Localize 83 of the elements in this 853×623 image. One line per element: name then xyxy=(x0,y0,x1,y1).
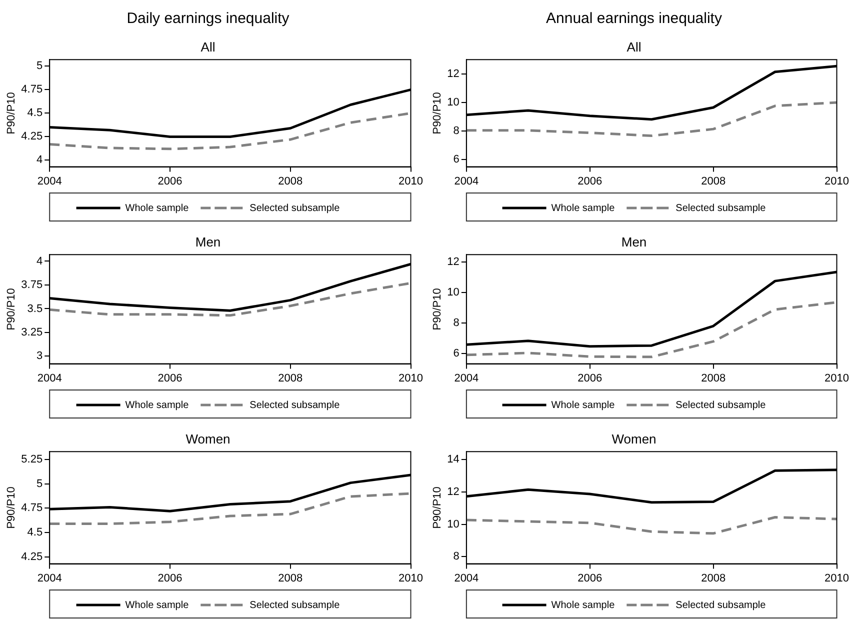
x-tick-label: 2006 xyxy=(578,572,602,584)
legend-label: Selected subsample xyxy=(676,600,766,611)
legend-label: Selected subsample xyxy=(250,202,340,214)
chart-title: Daily earnings inequality xyxy=(126,10,290,28)
chart-subtitle: All xyxy=(626,39,642,54)
x-tick-label: 2006 xyxy=(158,175,182,188)
x-tick-label: 2010 xyxy=(824,372,850,384)
x-tick-label: 2010 xyxy=(398,175,424,188)
line-series xyxy=(466,516,837,535)
y-tick-label: 4.5 xyxy=(27,107,43,120)
line-series xyxy=(466,301,837,358)
y-tick-label: 3 xyxy=(36,350,43,362)
legend-label: Whole sample xyxy=(125,600,190,611)
x-tick-label: 2010 xyxy=(398,572,424,584)
x-tick-label: 2004 xyxy=(454,372,479,384)
x-tick-label: 2008 xyxy=(278,572,303,584)
chart-title: Women xyxy=(612,431,656,446)
x-tick-label: 2004 xyxy=(454,572,479,584)
x-tick-label: 2004 xyxy=(37,572,62,584)
x-tick-label: 2008 xyxy=(278,175,303,188)
legend-label: Whole sample xyxy=(551,202,616,214)
x-tick-label: 2008 xyxy=(701,372,726,384)
y-tick-label: 14 xyxy=(447,454,460,466)
x-tick-label: 2008 xyxy=(278,372,303,384)
y-tick-label: 3.75 xyxy=(21,279,43,292)
y-tick-label: 10 xyxy=(447,96,460,109)
y-axis-title: P90/P10 xyxy=(432,486,444,529)
y-tick-label: 5 xyxy=(36,478,43,490)
y-axis-title: P90/P10 xyxy=(6,288,18,330)
line-series xyxy=(50,492,411,526)
legend-label: Whole sample xyxy=(125,202,190,214)
y-tick-label: 4.25 xyxy=(21,551,43,563)
y-axis-title: P90/P10 xyxy=(6,92,18,134)
legend-label: Selected subsample xyxy=(250,400,340,411)
y-tick-label: 3.25 xyxy=(21,326,43,338)
legend-label: Whole sample xyxy=(551,600,616,611)
x-tick-label: 2004 xyxy=(454,175,479,188)
legend-label: Whole sample xyxy=(551,400,616,411)
y-tick-label: 4 xyxy=(36,255,43,268)
y-tick-label: 8 xyxy=(453,125,460,138)
y-tick-label: 4.75 xyxy=(21,84,43,96)
legend-label: Whole sample xyxy=(125,400,190,411)
y-tick-label: 4.25 xyxy=(21,130,43,143)
chart-title: Men xyxy=(621,234,647,250)
y-tick-label: 6 xyxy=(453,348,460,360)
y-tick-label: 3.5 xyxy=(27,302,43,315)
y-tick-label: 4.5 xyxy=(27,526,43,539)
line-series xyxy=(50,112,411,150)
x-tick-label: 2010 xyxy=(824,572,850,584)
legend-label: Selected subsample xyxy=(676,202,766,214)
x-tick-label: 2006 xyxy=(578,372,602,384)
x-tick-label: 2008 xyxy=(701,572,726,584)
x-tick-label: 2006 xyxy=(158,372,182,384)
x-tick-label: 2006 xyxy=(158,572,182,584)
y-axis-title: P90/P10 xyxy=(432,92,444,134)
x-tick-label: 2006 xyxy=(578,175,602,188)
x-tick-label: 2004 xyxy=(37,372,62,384)
line-series xyxy=(466,101,837,138)
y-tick-label: 10 xyxy=(447,518,460,530)
y-tick-label: 6 xyxy=(453,154,460,166)
y-tick-label: 8 xyxy=(453,550,460,563)
y-tick-label: 12 xyxy=(447,68,460,80)
y-tick-label: 5 xyxy=(36,60,43,72)
y-tick-label: 4 xyxy=(36,154,43,166)
y-tick-label: 8 xyxy=(453,316,460,329)
x-tick-label: 2010 xyxy=(398,372,424,384)
y-axis-title: P90/P10 xyxy=(6,486,18,529)
y-tick-label: 5.25 xyxy=(21,453,43,466)
y-axis-title: P90/P10 xyxy=(432,288,444,330)
x-tick-label: 2010 xyxy=(824,175,850,188)
legend-label: Selected subsample xyxy=(250,600,340,611)
x-tick-label: 2004 xyxy=(37,175,62,188)
chart-title: Men xyxy=(195,234,221,250)
y-tick-label: 12 xyxy=(447,256,460,268)
legend-label: Selected subsample xyxy=(676,400,766,411)
y-tick-label: 12 xyxy=(447,486,460,498)
chart-title: Annual earnings inequality xyxy=(546,10,722,28)
y-tick-label: 10 xyxy=(447,286,460,298)
y-tick-label: 4.75 xyxy=(21,502,43,514)
chart-title: Women xyxy=(186,431,230,446)
line-series xyxy=(50,282,411,317)
x-tick-label: 2008 xyxy=(701,175,726,188)
chart-subtitle: All xyxy=(200,39,216,54)
